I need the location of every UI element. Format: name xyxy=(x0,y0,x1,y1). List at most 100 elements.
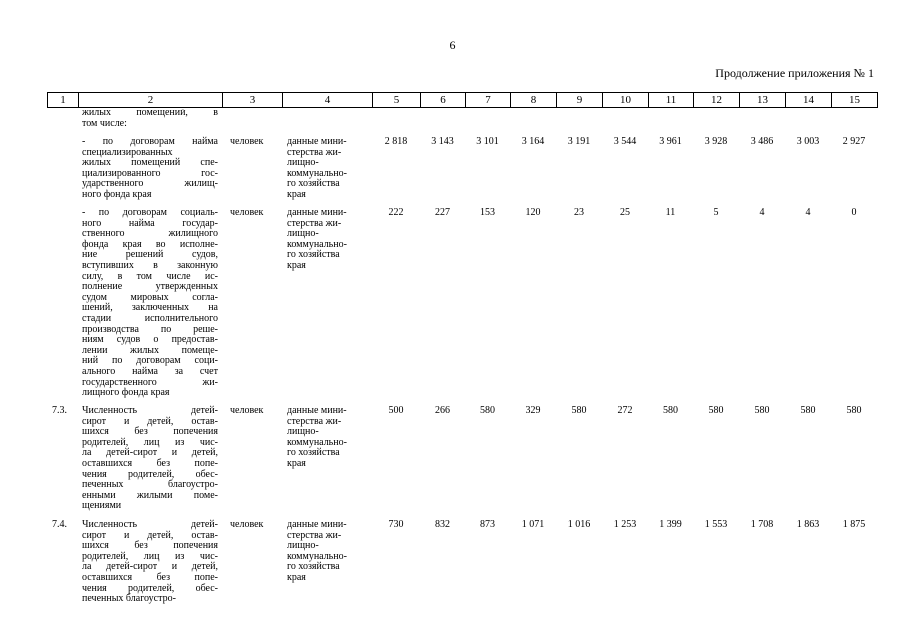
text-line: ственного жилищного xyxy=(82,228,218,240)
text-line: лищно- xyxy=(287,426,319,438)
unit: человек xyxy=(230,405,264,416)
text-line: коммунально- xyxy=(287,436,347,448)
unit: человек xyxy=(230,207,264,218)
value: 873 xyxy=(480,519,495,530)
text-line: края xyxy=(287,259,306,271)
value: 4 xyxy=(759,207,765,218)
text-line: - по договорам социаль- xyxy=(82,207,218,218)
value: 580 xyxy=(663,405,678,416)
header-cell: 14 xyxy=(785,92,832,108)
value: 222 xyxy=(388,207,404,218)
table-body: жилых помещений, в том числе: - по договор… xyxy=(0,109,905,640)
value: 1 253 xyxy=(613,519,637,530)
header-cell: 1 xyxy=(47,92,79,108)
text-line: специализированных xyxy=(82,146,173,158)
text-line: стерства жи- xyxy=(287,217,342,229)
value: 266 xyxy=(435,405,450,416)
header-cell: 5 xyxy=(372,92,421,108)
value: 1 875 xyxy=(842,519,866,530)
value: 3 928 xyxy=(704,136,728,147)
description: - по договорам социаль-ного найма госуда… xyxy=(82,207,218,399)
text-line: шихся без попечения xyxy=(82,426,218,438)
text-line: печенных благоустро- xyxy=(82,479,218,491)
value: 11 xyxy=(665,207,676,218)
value: 580 xyxy=(571,405,587,416)
text-line: вступивших в законную xyxy=(82,259,218,271)
value: 3 544 xyxy=(613,136,637,147)
text-line: шихся без попечения xyxy=(82,540,218,552)
text-line: данные мини- xyxy=(287,405,347,416)
value: 1 016 xyxy=(567,519,591,530)
value: 580 xyxy=(800,405,816,416)
text-line: печенных благоустро- xyxy=(82,593,176,605)
value: 25 xyxy=(620,207,630,218)
row-number: 7.4. xyxy=(52,519,67,530)
description: жилых помещений, в том числе: xyxy=(82,109,218,129)
value: 3 486 xyxy=(750,136,774,147)
unit: человек xyxy=(230,519,264,530)
text-line: стерства жи- xyxy=(287,415,342,427)
header-cell: 13 xyxy=(739,92,786,108)
value: 1 399 xyxy=(659,519,682,530)
value: 153 xyxy=(480,207,495,218)
value: 2 818 xyxy=(384,136,408,147)
header-cell: 2 xyxy=(78,92,223,108)
header-cell: 7 xyxy=(465,92,511,108)
text-line: родителей, лиц из чис- xyxy=(82,550,218,562)
text-line: оставшихся без попе- xyxy=(82,571,218,583)
value: 329 xyxy=(525,405,541,416)
text-line: лищного фонда края xyxy=(82,387,170,399)
text-line: ного найма государ- xyxy=(82,217,218,229)
text-line: оставшихся без попе- xyxy=(82,457,218,469)
text-line: лищно- xyxy=(287,540,319,552)
text-line: коммунально- xyxy=(287,167,347,179)
text-line: коммунально- xyxy=(287,238,347,250)
text-line: края xyxy=(287,571,306,583)
row-number: 7.3. xyxy=(52,405,67,416)
text-line: стерства жи- xyxy=(287,529,342,541)
text-line: края xyxy=(287,188,306,200)
caption: Продолжение приложения № 1 xyxy=(715,66,874,80)
text-line: ла детей-сирот и детей, xyxy=(82,561,218,573)
text-line: ниям судов о предостав- xyxy=(82,334,218,346)
text-line: силу, в том числе ис- xyxy=(82,270,218,282)
text-line: чения родителей, обес- xyxy=(82,582,218,594)
text-line: полнение утвержденных xyxy=(82,281,218,293)
text-line: данные мини- xyxy=(287,207,347,218)
text-line: го хозяйства xyxy=(287,178,340,190)
text-line: ние решений судов, xyxy=(82,249,218,261)
value: 580 xyxy=(846,405,862,416)
header-cell: 15 xyxy=(831,92,878,108)
text-line: лищно- xyxy=(287,157,319,169)
text-line: судом мировых согла- xyxy=(82,291,218,303)
source: данные мини-стерства жи-лищно-коммунальн… xyxy=(287,519,369,584)
text-line: жилых помещений спе- xyxy=(82,157,218,169)
value: 120 xyxy=(525,207,541,218)
text-line: сирот и детей, остав- xyxy=(82,415,218,427)
text-line: края xyxy=(287,457,306,469)
value: 1 553 xyxy=(704,519,728,530)
value: 1 071 xyxy=(521,519,545,530)
value: 3 961 xyxy=(659,136,682,147)
text-line: том числе: xyxy=(82,117,127,129)
text-line: Численность детей- xyxy=(82,405,218,416)
value: 3 101 xyxy=(476,136,499,147)
text-line: ла детей-сирот и детей, xyxy=(82,447,218,459)
header-cell: 3 xyxy=(222,92,283,108)
source: данные мини-стерства жи-лищно-коммунальн… xyxy=(287,136,369,201)
header-cell: 6 xyxy=(420,92,466,108)
value: 4 xyxy=(805,207,811,218)
value: 2 927 xyxy=(842,136,866,147)
text-line: енными жилыми поме- xyxy=(82,489,218,501)
value: 1 863 xyxy=(796,519,820,530)
description: Численность детей-сирот и детей, остав-ш… xyxy=(82,519,218,605)
text-line: фонда края во исполне- xyxy=(82,238,218,250)
value: 227 xyxy=(435,207,450,218)
header-cell: 9 xyxy=(556,92,603,108)
value: 3 191 xyxy=(567,136,591,147)
source: данные мини-стерства жи-лищно-коммунальн… xyxy=(287,405,369,470)
text-line: - по договорам найма xyxy=(82,136,218,147)
value: 3 003 xyxy=(796,136,820,147)
text-line: го хозяйства xyxy=(287,447,340,459)
value: 832 xyxy=(435,519,450,530)
